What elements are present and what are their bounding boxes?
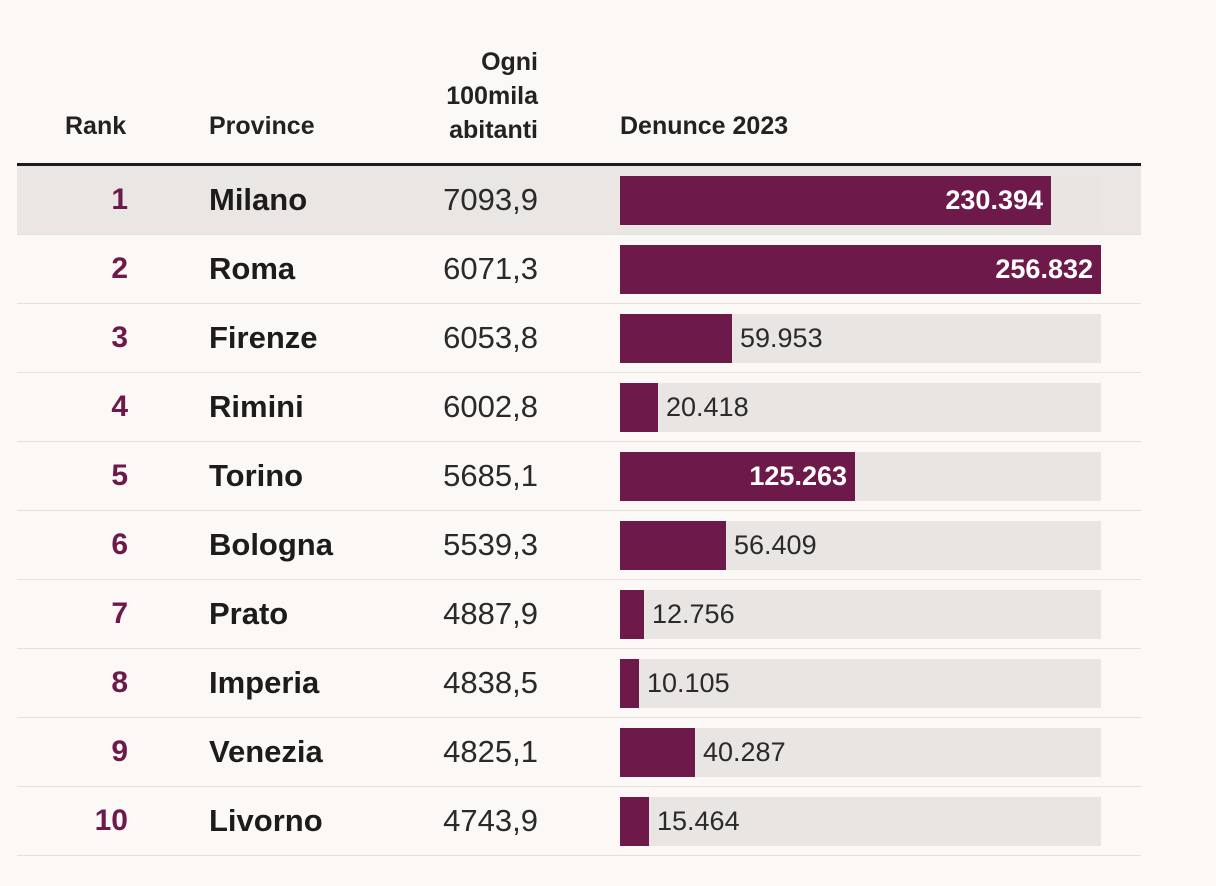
bar-track: 125.263	[620, 452, 1101, 501]
header-per-100k-line2: 100mila	[446, 82, 538, 110]
per-100k-cell: 6002,8	[443, 389, 538, 424]
rank-cell: 8	[111, 666, 128, 699]
ranking-table: Rank Province Ogni 100mila abitanti Denu…	[17, 0, 1141, 856]
header-province: Province	[209, 112, 315, 140]
bar	[620, 383, 658, 432]
bar-track: 20.418	[620, 383, 1101, 432]
rank-cell: 3	[111, 321, 128, 354]
bar-track: 40.287	[620, 728, 1101, 777]
province-cell: Torino	[209, 458, 304, 493]
rank-cell: 6	[111, 528, 128, 561]
bar-track: 10.105	[620, 659, 1101, 708]
rank-cell: 1	[111, 183, 128, 216]
per-100k-cell: 6053,8	[443, 320, 538, 355]
header-denunce: Denunce 2023	[620, 112, 789, 140]
bar-track: 12.756	[620, 590, 1101, 639]
per-100k-cell: 4887,9	[443, 596, 538, 631]
table-body: 1 Milano 7093,9 230.394 2 Roma 6071,3 256.832 3 F…	[17, 166, 1141, 856]
bar	[620, 728, 695, 777]
table-row: 8 Imperia 4838,5 10.105	[17, 649, 1141, 718]
bar-value-label: 256.832	[995, 254, 1093, 284]
rank-cell: 7	[111, 597, 128, 630]
province-cell: Roma	[209, 251, 296, 286]
province-cell: Livorno	[209, 803, 323, 838]
bar	[620, 521, 726, 570]
bar-track: 15.464	[620, 797, 1101, 846]
province-cell: Rimini	[209, 389, 304, 424]
bar	[620, 797, 649, 846]
per-100k-cell: 5539,3	[443, 527, 538, 562]
table-row: 6 Bologna 5539,3 56.409	[17, 511, 1141, 580]
per-100k-cell: 4743,9	[443, 803, 538, 838]
table-row: 9 Venezia 4825,1 40.287	[17, 718, 1141, 787]
bar-track: 256.832	[620, 245, 1101, 294]
per-100k-cell: 7093,9	[443, 182, 538, 217]
header-per-100k-line3: abitanti	[449, 116, 538, 144]
rank-cell: 4	[111, 390, 128, 423]
bar	[620, 452, 855, 501]
bar-value-label: 40.287	[703, 737, 786, 767]
bar	[620, 245, 1101, 294]
bar	[620, 176, 1051, 225]
rank-cell: 2	[111, 252, 128, 285]
province-cell: Prato	[209, 596, 289, 631]
bar-value-label: 125.263	[749, 461, 847, 491]
per-100k-cell: 4825,1	[443, 734, 538, 769]
bar-value-label: 59.953	[740, 323, 823, 353]
bar-value-label: 15.464	[657, 806, 740, 836]
table-row: 2 Roma 6071,3 256.832	[17, 235, 1141, 304]
bar-value-label: 12.756	[652, 599, 735, 629]
province-cell: Firenze	[209, 320, 318, 355]
bar-value-label: 20.418	[666, 392, 749, 422]
header-rank: Rank	[65, 112, 127, 140]
rank-cell: 10	[94, 804, 128, 837]
bar-value-label: 10.105	[647, 668, 730, 698]
rank-cell: 9	[111, 735, 128, 768]
header-per-100k-line1: Ogni	[481, 48, 538, 76]
table-row: 3 Firenze 6053,8 59.953	[17, 304, 1141, 373]
bar-track: 56.409	[620, 521, 1101, 570]
province-cell: Imperia	[209, 665, 320, 700]
bar-value-label: 230.394	[945, 185, 1043, 215]
table-header: Rank Province Ogni 100mila abitanti Denu…	[17, 0, 1141, 166]
per-100k-cell: 5685,1	[443, 458, 538, 493]
province-cell: Bologna	[209, 527, 333, 562]
rank-cell: 5	[111, 459, 128, 492]
table-row: 5 Torino 5685,1 125.263	[17, 442, 1141, 511]
table-row: 1 Milano 7093,9 230.394	[17, 166, 1141, 235]
per-100k-cell: 6071,3	[443, 251, 538, 286]
per-100k-cell: 4838,5	[443, 665, 538, 700]
bar	[620, 590, 644, 639]
table-row: 4 Rimini 6002,8 20.418	[17, 373, 1141, 442]
bar-track: 230.394	[620, 176, 1101, 225]
bar-track: 59.953	[620, 314, 1101, 363]
province-cell: Venezia	[209, 734, 323, 769]
province-cell: Milano	[209, 182, 308, 217]
bar	[620, 314, 732, 363]
bar	[620, 659, 639, 708]
table-row: 7 Prato 4887,9 12.756	[17, 580, 1141, 649]
bar-value-label: 56.409	[734, 530, 817, 560]
table-row: 10 Livorno 4743,9 15.464	[17, 787, 1141, 856]
header-per-100k: Ogni 100mila abitanti	[398, 45, 538, 147]
